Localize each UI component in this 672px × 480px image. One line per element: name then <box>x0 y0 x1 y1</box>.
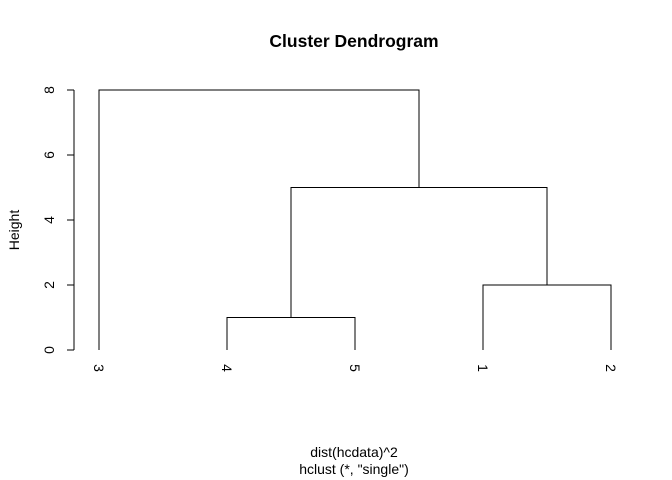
merge-link-2 <box>482 284 612 350</box>
leaf-label: 5 <box>347 364 363 372</box>
chart-title: Cluster Dendrogram <box>269 31 438 51</box>
leaf-label: 4 <box>219 364 235 372</box>
y-tick-label: 2 <box>41 281 57 289</box>
dendrogram-tree <box>98 89 612 350</box>
leaf-label: 3 <box>91 364 107 372</box>
leaf-label: 1 <box>475 364 491 372</box>
leaf-label: 2 <box>603 364 619 372</box>
y-tick-label: 0 <box>41 346 57 354</box>
y-tick-label: 6 <box>41 151 57 159</box>
x-axis-subtitle: hclust (*, "single") <box>299 461 409 477</box>
y-tick-label: 4 <box>41 216 57 224</box>
merge-link-3 <box>290 187 548 318</box>
y-tick-label: 8 <box>41 86 57 94</box>
y-axis-label: Height <box>6 210 22 251</box>
merge-link-1 <box>226 317 356 350</box>
merge-link-4 <box>98 89 420 350</box>
x-axis-label: dist(hcdata)^2 <box>310 444 398 460</box>
y-axis: 0 2 4 6 8 <box>41 86 75 354</box>
leaf-labels: 3 4 5 1 2 <box>91 364 619 372</box>
